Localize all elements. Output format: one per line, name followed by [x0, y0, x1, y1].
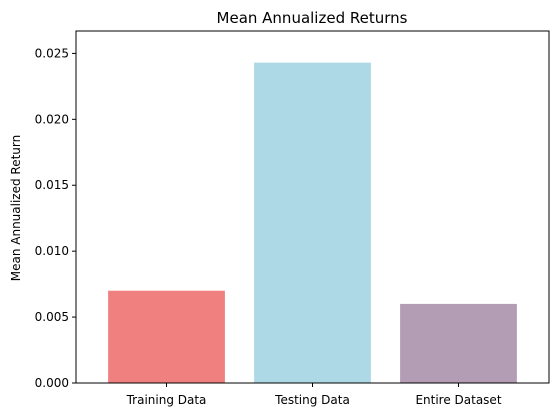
bar-0: [108, 290, 225, 383]
plot-frame: [75, 30, 550, 384]
y-axis-label: Mean Annualized Return: [9, 135, 23, 282]
bar-1: [254, 62, 371, 384]
bar-2: [400, 303, 517, 383]
y-tick-label-4: 0.020: [35, 112, 69, 126]
y-tick-label-3: 0.015: [35, 178, 69, 192]
y-tick-label-2: 0.010: [35, 244, 69, 258]
y-tick-label-5: 0.025: [35, 46, 69, 60]
y-tick-label-1: 0.005: [35, 310, 69, 324]
x-tick-label-1: Testing Data: [274, 393, 350, 407]
x-tick-label-0: Training Data: [126, 393, 207, 407]
chart-title: Mean Annualized Returns: [217, 9, 408, 27]
x-tick-label-2: Entire Dataset: [415, 393, 501, 407]
axes-layer: Training Data Testing Data Entire Dataset 0…: [35, 30, 550, 407]
y-tick-label-0: 0.000: [35, 376, 69, 390]
bars-layer: [108, 62, 517, 384]
